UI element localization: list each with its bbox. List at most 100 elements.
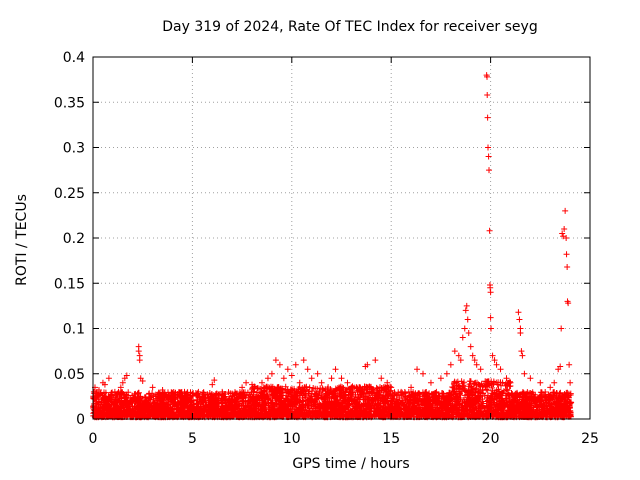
- data-point: [451, 348, 458, 355]
- data-point: [308, 375, 315, 382]
- data-point: [420, 370, 427, 377]
- data-point: [372, 357, 379, 364]
- data-point: [527, 375, 534, 382]
- data-point: [507, 379, 514, 386]
- data-point: [284, 366, 291, 373]
- data-point: [318, 379, 325, 386]
- data-point: [455, 352, 462, 359]
- data-point: [503, 375, 510, 382]
- noise-markers: [90, 378, 575, 421]
- data-point: [358, 388, 365, 395]
- y-tick-label: 0.3: [63, 141, 85, 157]
- dense-noise-band: [90, 378, 575, 421]
- y-tick-label: 0.35: [54, 95, 85, 111]
- data-point: [537, 379, 544, 386]
- data-point: [461, 325, 468, 332]
- data-point: [314, 370, 321, 377]
- data-point: [547, 384, 554, 391]
- data-point: [211, 377, 218, 384]
- data-point: [457, 357, 464, 364]
- data-point: [332, 366, 339, 373]
- data-point: [558, 325, 565, 332]
- data-point: [149, 384, 156, 391]
- data-point: [189, 390, 196, 397]
- data-point: [304, 366, 311, 373]
- y-tick-label: 0.25: [54, 186, 85, 202]
- x-axis-label: GPS time / hours: [292, 456, 410, 472]
- data-point: [462, 307, 469, 314]
- data-point: [268, 370, 275, 377]
- data-point: [557, 363, 564, 370]
- data-point: [484, 114, 491, 121]
- data-point: [487, 289, 494, 296]
- data-point: [179, 396, 186, 403]
- data-point: [117, 384, 124, 391]
- y-tick-label: 0.05: [54, 367, 85, 383]
- data-point: [515, 309, 522, 316]
- data-point: [559, 230, 566, 237]
- data-point: [388, 384, 395, 391]
- data-point: [123, 372, 130, 379]
- data-point: [408, 384, 415, 391]
- y-tick-label: 0.4: [63, 50, 85, 66]
- data-point: [258, 379, 265, 386]
- data-point: [551, 379, 558, 386]
- data-point: [139, 377, 146, 384]
- data-point: [467, 343, 474, 350]
- data-point: [209, 381, 216, 388]
- data-point: [384, 379, 391, 386]
- data-point: [469, 352, 476, 359]
- data-point: [477, 366, 484, 373]
- data-point: [485, 153, 492, 160]
- data-point: [491, 357, 498, 364]
- x-tick-label: 25: [581, 431, 599, 447]
- data-point: [264, 375, 271, 382]
- data-point: [239, 384, 246, 391]
- x-tick-label: 15: [382, 431, 400, 447]
- data-point: [414, 366, 421, 373]
- data-point: [101, 381, 108, 388]
- data-point: [518, 348, 525, 355]
- x-tick-label: 5: [188, 431, 197, 447]
- data-point: [486, 227, 493, 234]
- data-points: [91, 72, 574, 403]
- data-point: [288, 372, 295, 379]
- data-point: [465, 330, 472, 337]
- data-point: [300, 357, 307, 364]
- data-point: [243, 379, 250, 386]
- data-point: [437, 375, 444, 382]
- data-point: [364, 361, 371, 368]
- data-point: [229, 390, 236, 397]
- data-point: [199, 393, 206, 400]
- data-point: [489, 352, 496, 359]
- data-point: [344, 379, 351, 386]
- y-tick-label: 0.1: [63, 322, 85, 338]
- grid-lines: [93, 57, 590, 419]
- data-point: [105, 375, 112, 382]
- data-point: [563, 251, 570, 258]
- data-point: [471, 357, 478, 364]
- data-point: [427, 379, 434, 386]
- data-point: [563, 235, 570, 241]
- data-point: [348, 384, 355, 391]
- data-point: [567, 379, 574, 386]
- data-point: [159, 387, 166, 394]
- data-point: [219, 388, 226, 395]
- data-point: [497, 366, 504, 373]
- data-point: [276, 361, 283, 368]
- data-point: [272, 357, 279, 364]
- data-point: [519, 352, 526, 359]
- data-point: [562, 207, 569, 214]
- data-point: [249, 381, 256, 388]
- data-point: [447, 361, 454, 368]
- data-point: [463, 302, 470, 309]
- data-point: [493, 361, 500, 368]
- x-tick-label: 10: [283, 431, 301, 447]
- data-point: [516, 316, 523, 323]
- data-point: [565, 300, 572, 307]
- data-point: [328, 375, 335, 382]
- data-point: [459, 334, 466, 341]
- y-tick-label: 0.2: [63, 231, 85, 247]
- data-point: [280, 375, 287, 382]
